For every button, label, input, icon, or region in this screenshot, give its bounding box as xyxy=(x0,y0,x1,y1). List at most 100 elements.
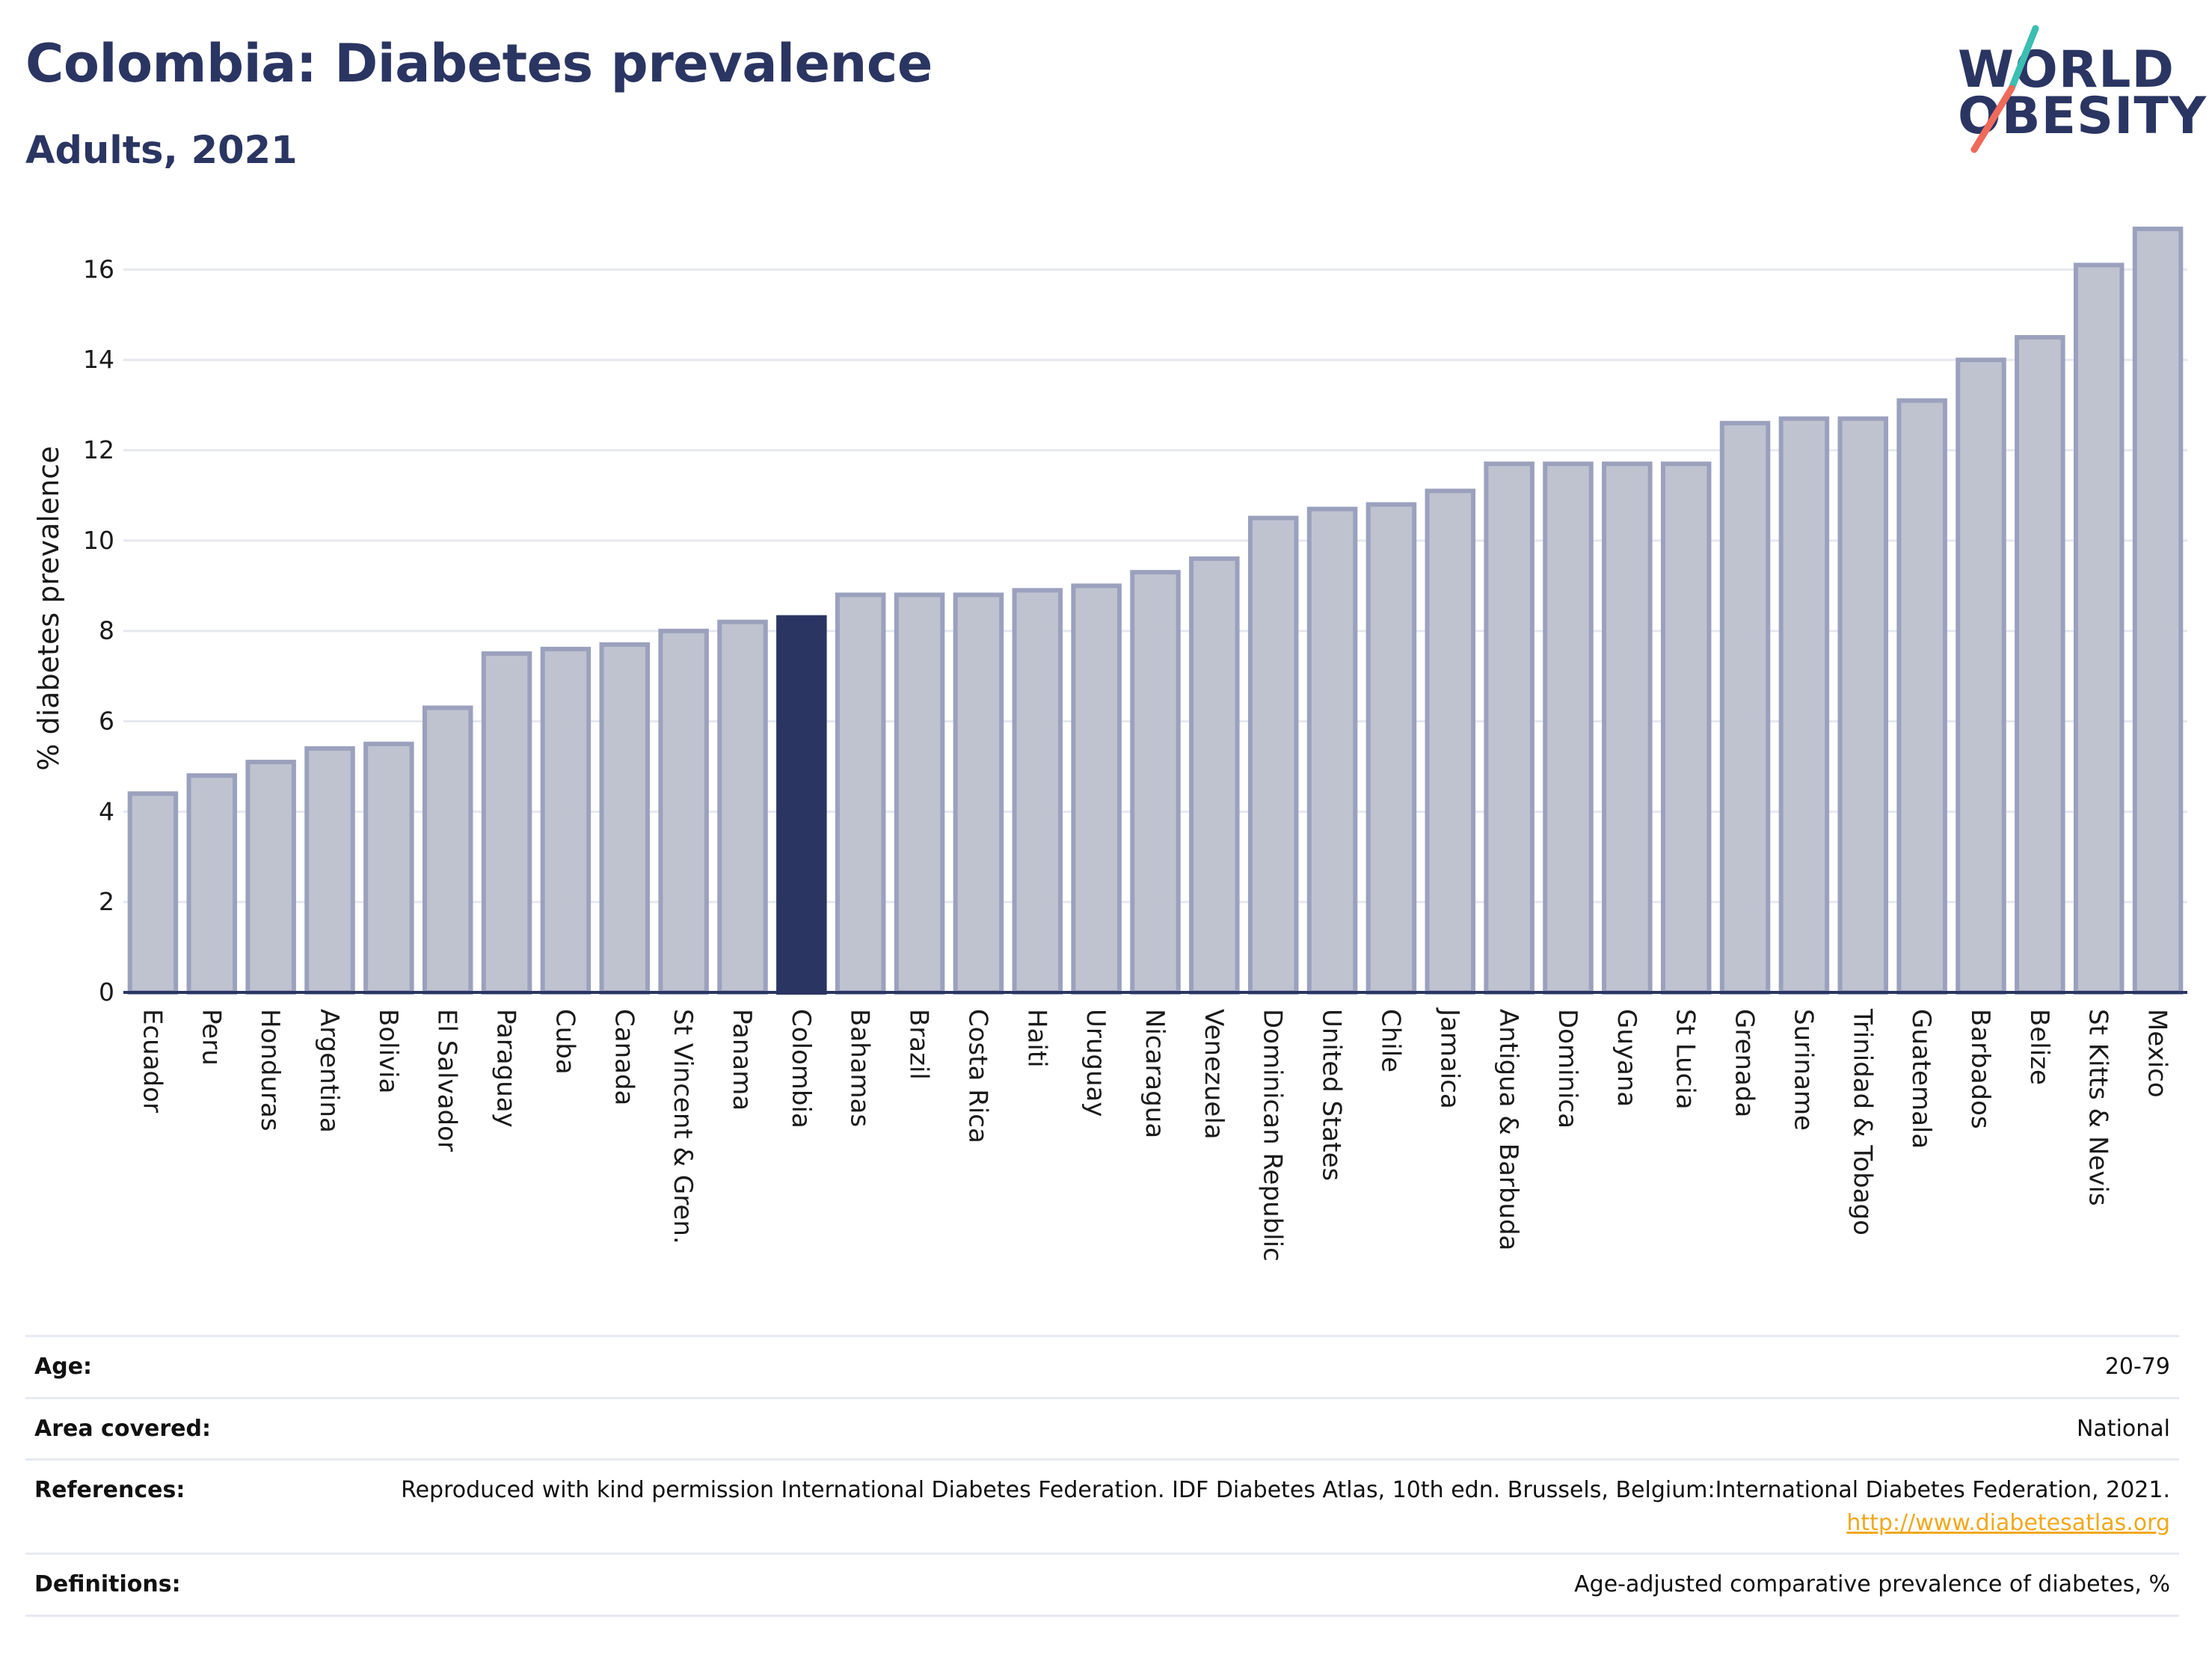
x-tick-label: Dominica xyxy=(1552,1009,1582,1129)
info-label: Age: xyxy=(25,1335,357,1398)
chart-title: Colombia: Diabetes prevalence xyxy=(25,33,933,94)
references-link[interactable]: http://www.diabetesatlas.org xyxy=(1846,1509,2170,1536)
info-value: Age-adjusted comparative prevalence of d… xyxy=(357,1553,2179,1617)
bar-suriname xyxy=(1778,416,1830,995)
bar-colombia xyxy=(776,615,827,995)
info-label: Definitions: xyxy=(25,1553,357,1617)
x-tick-label: Jamaica xyxy=(1434,1007,1464,1109)
y-tick-label: 6 xyxy=(99,707,114,736)
x-tick-label: Cuba xyxy=(550,1009,580,1075)
x-tick-label: Paraguay xyxy=(491,1009,521,1128)
x-tick-label: Barbados xyxy=(1965,1009,1995,1129)
x-tick-label: Venezuela xyxy=(1199,1009,1229,1140)
bar-dominica xyxy=(1543,461,1594,995)
x-tick-label: Panama xyxy=(727,1009,757,1111)
x-tick-label: Peru xyxy=(196,1009,226,1066)
y-tick-label: 8 xyxy=(99,616,114,645)
y-tick-label: 2 xyxy=(99,887,114,916)
y-tick-label: 14 xyxy=(83,345,114,374)
x-tick-label: Honduras xyxy=(255,1009,285,1132)
x-tick-label: Ecuador xyxy=(137,1009,167,1113)
x-tick-label: Canada xyxy=(609,1009,639,1105)
bar-grenada xyxy=(1719,420,1771,995)
x-tick-label: Grenada xyxy=(1730,1009,1760,1117)
references-text: Reproduced with kind permission Internat… xyxy=(401,1477,2170,1503)
bar-cuba xyxy=(540,646,592,995)
x-tick-label: Guyana xyxy=(1612,1009,1641,1107)
info-value: 20-79 xyxy=(357,1335,2179,1398)
bar-st-kitts-nevis xyxy=(2073,262,2125,995)
bar-antigua-barbuda xyxy=(1484,461,1534,995)
x-tick-label: Bolivia xyxy=(373,1009,403,1093)
x-tick-label: Uruguay xyxy=(1081,1009,1110,1117)
bar-costa-rica xyxy=(953,592,1004,995)
x-tick-label: Bahamas xyxy=(845,1009,875,1127)
logo-text-line1: WORLD xyxy=(1958,40,2175,99)
x-tick-label: St Lucia xyxy=(1671,1009,1701,1110)
bar-ecuador xyxy=(127,791,179,995)
info-table: Age: 20-79 Area covered: National Refere… xyxy=(25,1335,2179,1617)
x-tick-label: Antigua & Barbuda xyxy=(1493,1009,1523,1250)
info-row-references: References: Reproduced with kind permiss… xyxy=(25,1458,2179,1554)
bar-chile xyxy=(1365,502,1417,995)
x-tick-labels: Ecuador Peru Honduras Argentina Bolivia El Sa… xyxy=(137,1007,2172,1262)
bar-belize xyxy=(2015,335,2065,995)
bar-el-salvador xyxy=(422,705,473,995)
y-tick-labels: 0 2 4 6 8 10 12 14 16 xyxy=(83,254,114,1007)
y-tick-label: 12 xyxy=(83,435,114,464)
bar-barbados xyxy=(1956,357,2006,995)
y-tick-label: 16 xyxy=(83,254,114,283)
world-obesity-logo: WORLD OBESITY xyxy=(1952,22,2206,157)
x-tick-label: Chile xyxy=(1375,1009,1405,1072)
x-tick-label: Costa Rica xyxy=(962,1009,992,1143)
bar-paraguay xyxy=(481,651,532,995)
bar-peru xyxy=(186,773,238,995)
x-tick-label: United States xyxy=(1317,1009,1347,1181)
x-tick-label: Suriname xyxy=(1788,1009,1818,1131)
x-tick-label: St Kitts & Nevis xyxy=(2083,1009,2113,1206)
bar-st-vincent-gren- xyxy=(658,628,709,995)
info-label: References: xyxy=(25,1458,357,1554)
bar-uruguay xyxy=(1071,583,1122,995)
y-tick-label: 4 xyxy=(99,796,114,826)
y-axis-label: % diabetes prevalence xyxy=(32,446,65,770)
x-tick-label: Dominican Republic xyxy=(1258,1009,1288,1262)
bar-canada xyxy=(599,642,651,995)
logo-slash-icon xyxy=(1970,25,2039,153)
x-tick-label: St Vincent & Gren. xyxy=(668,1009,698,1244)
x-tick-label: Colombia xyxy=(786,1009,816,1129)
bar-argentina xyxy=(304,746,355,995)
x-tick-label: Belize xyxy=(2024,1009,2054,1085)
bar-mexico xyxy=(2132,227,2184,995)
y-tick-label: 0 xyxy=(99,977,114,1007)
bar-st-lucia xyxy=(1660,461,1712,995)
bar-trinidad-tobago xyxy=(1837,416,1889,995)
x-tick-label: Brazil xyxy=(904,1009,934,1080)
x-tick-label: Argentina xyxy=(314,1009,344,1133)
logo-text-line2: OBESITY xyxy=(1958,87,2207,146)
x-tick-label: Trinidad & Tobago xyxy=(1847,1008,1877,1235)
bar-venezuela xyxy=(1189,556,1240,995)
info-value: Reproduced with kind permission Internat… xyxy=(357,1458,2179,1554)
bar-brazil xyxy=(894,592,945,995)
info-row-area: Area covered: National xyxy=(25,1396,2179,1460)
bar-bahamas xyxy=(835,592,886,995)
bar-guyana xyxy=(1602,461,1653,995)
bar-panama xyxy=(717,619,768,995)
x-tick-label: El Salvador xyxy=(432,1009,462,1152)
bar-guatemala xyxy=(1896,398,1947,995)
bars xyxy=(127,227,2184,995)
x-tick-label: Mexico xyxy=(2142,1009,2172,1098)
bar-jamaica xyxy=(1425,488,1476,995)
bar-nicaragua xyxy=(1130,570,1181,995)
bar-dominican-republic xyxy=(1247,515,1299,995)
x-tick-label: Haiti xyxy=(1021,1009,1051,1068)
chart-subtitle: Adults, 2021 xyxy=(25,129,298,173)
info-row-age: Age: 20-79 xyxy=(25,1335,2179,1398)
bar-bolivia xyxy=(363,741,414,995)
y-tick-label: 10 xyxy=(83,526,114,555)
bar-united-states xyxy=(1306,506,1358,995)
bar-haiti xyxy=(1012,588,1063,995)
info-value: National xyxy=(357,1396,2179,1460)
x-tick-label: Nicaragua xyxy=(1140,1009,1170,1138)
